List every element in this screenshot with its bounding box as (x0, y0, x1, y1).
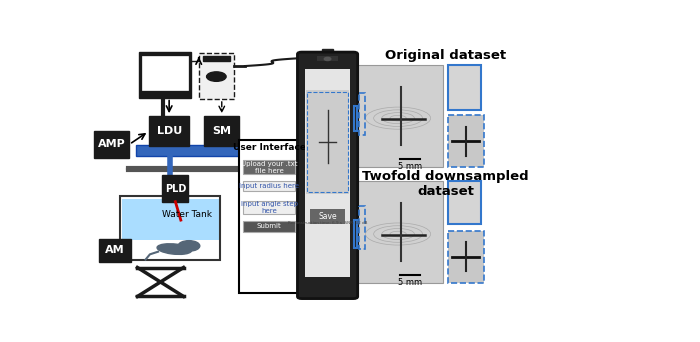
FancyBboxPatch shape (322, 49, 333, 54)
Text: 5 mm: 5 mm (398, 278, 422, 287)
Text: Input radius here: Input radius here (239, 183, 299, 189)
FancyBboxPatch shape (139, 52, 190, 98)
FancyBboxPatch shape (149, 116, 190, 146)
Circle shape (324, 57, 331, 61)
Text: SM: SM (212, 126, 231, 136)
FancyBboxPatch shape (306, 90, 349, 194)
Circle shape (206, 72, 226, 81)
Text: LDU: LDU (157, 126, 182, 136)
FancyBboxPatch shape (448, 65, 481, 109)
FancyBboxPatch shape (243, 181, 295, 191)
FancyBboxPatch shape (199, 53, 234, 99)
FancyBboxPatch shape (99, 239, 131, 262)
FancyBboxPatch shape (141, 55, 188, 90)
FancyBboxPatch shape (243, 201, 295, 214)
FancyBboxPatch shape (136, 145, 248, 156)
FancyBboxPatch shape (305, 69, 350, 277)
Text: User Interface: User Interface (232, 143, 306, 152)
Circle shape (178, 241, 200, 251)
Text: Original dataset: Original dataset (385, 49, 506, 62)
Text: AMP: AMP (98, 140, 125, 149)
Text: Submit: Submit (257, 223, 281, 229)
FancyBboxPatch shape (239, 140, 299, 292)
FancyBboxPatch shape (448, 181, 481, 224)
Text: Upload your .txt
file here: Upload your .txt file here (241, 161, 298, 174)
FancyBboxPatch shape (122, 199, 219, 240)
Text: Input angle step
here: Input angle step here (241, 201, 298, 214)
FancyBboxPatch shape (203, 55, 230, 61)
FancyBboxPatch shape (354, 181, 443, 283)
FancyBboxPatch shape (243, 221, 295, 232)
FancyBboxPatch shape (94, 131, 130, 158)
Text: AM: AM (106, 246, 125, 255)
FancyBboxPatch shape (317, 56, 338, 61)
FancyBboxPatch shape (204, 116, 239, 146)
Text: Water Tank: Water Tank (162, 210, 212, 219)
FancyBboxPatch shape (354, 65, 443, 168)
Text: Twofold downsampled
dataset: Twofold downsampled dataset (362, 170, 529, 198)
FancyBboxPatch shape (448, 115, 484, 168)
Text: Reconstruction time: 6.9 s  SNR: 32 dB: Reconstruction time: 6.9 s SNR: 32 dB (288, 221, 368, 225)
FancyBboxPatch shape (448, 231, 484, 283)
Text: 5 mm: 5 mm (398, 162, 422, 171)
Text: PLD: PLD (164, 184, 186, 194)
Text: Save: Save (318, 212, 337, 221)
FancyBboxPatch shape (243, 160, 295, 174)
Ellipse shape (157, 244, 192, 254)
FancyBboxPatch shape (298, 52, 358, 299)
FancyBboxPatch shape (310, 209, 345, 224)
FancyBboxPatch shape (162, 175, 188, 202)
